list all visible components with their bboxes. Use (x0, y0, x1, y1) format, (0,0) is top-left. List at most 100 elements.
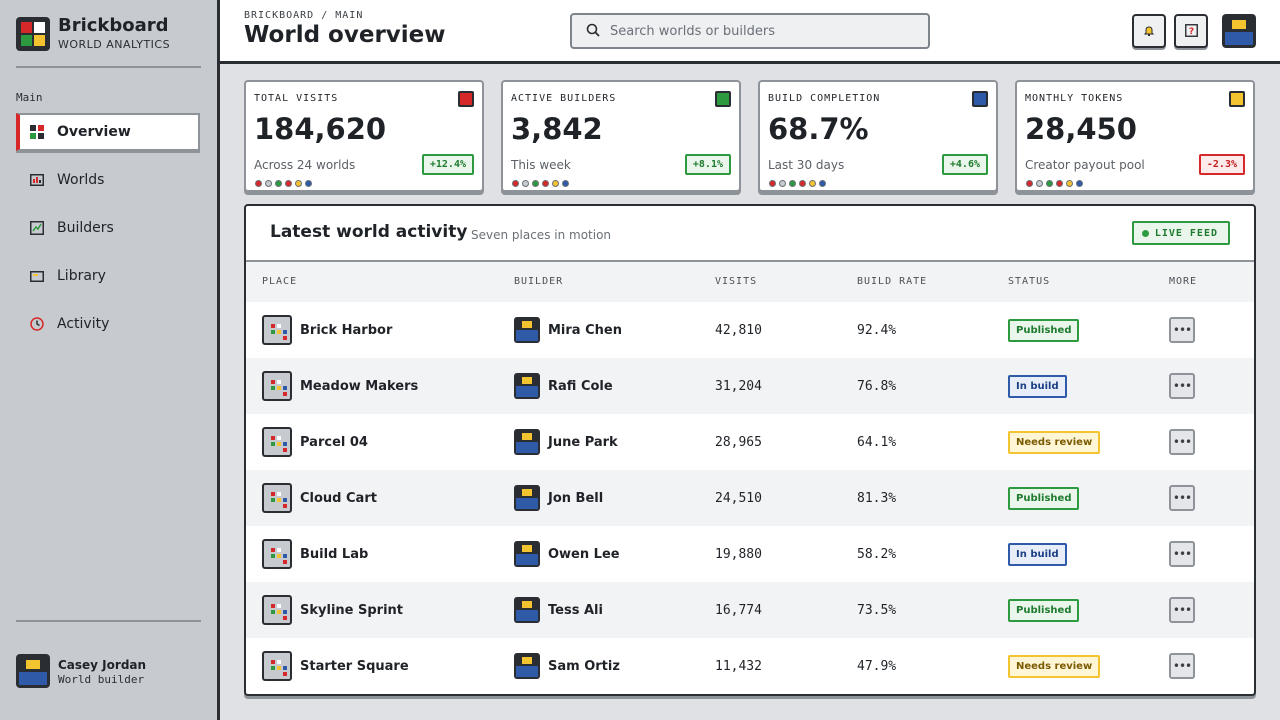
page-title: World overview (244, 22, 446, 48)
color-dots (512, 180, 572, 187)
search-box[interactable] (570, 13, 930, 49)
more-options-button[interactable]: ••• (1169, 653, 1195, 679)
more-options-button[interactable]: ••• (1169, 317, 1195, 343)
build-rate-cell: 92.4% (857, 322, 897, 338)
status-badge: In build (1008, 542, 1067, 566)
stat-value: 184,620 (254, 112, 387, 146)
status-cell: Needs review (1008, 414, 1101, 470)
place-name[interactable]: Build Lab (300, 546, 369, 562)
stat-delta-badge: +4.6% (941, 154, 988, 175)
table-row[interactable]: Cloud Cart Jon Bell 24,510 81.3% Published ••… (246, 470, 1254, 526)
builder-cell: June Park (514, 414, 618, 470)
table-row[interactable]: Meadow Makers Rafi Cole 31,204 76.8% In buil… (246, 358, 1254, 414)
table-row[interactable]: Starter Square Sam Ortiz 11,432 47.9% Needs … (246, 638, 1254, 694)
visits-cell: 19,880 (715, 546, 762, 562)
more-cell: ••• (1169, 582, 1195, 638)
column-header-place[interactable]: PLACE (262, 276, 298, 287)
sidebar-item-library[interactable]: Library (16, 257, 200, 295)
builder-name[interactable]: Rafi Cole (548, 378, 613, 394)
stat-value: 28,450 (1025, 112, 1137, 146)
builder-name[interactable]: Tess Ali (548, 602, 603, 618)
visits-cell: 24,510 (715, 490, 762, 506)
status-badge: Published (1008, 598, 1080, 622)
place-thumbnail-icon (262, 315, 292, 345)
place-thumbnail-icon (262, 483, 292, 513)
place-name[interactable]: Meadow Makers (300, 378, 419, 394)
ellipsis-icon: ••• (1172, 547, 1192, 561)
stat-value: 3,842 (511, 112, 603, 146)
account-avatar[interactable] (1222, 14, 1256, 48)
place-cell: Skyline Sprint (262, 582, 403, 638)
more-cell: ••• (1169, 638, 1195, 694)
svg-text:?: ? (1188, 27, 1193, 37)
visits-cell: 11,432 (715, 658, 762, 674)
more-cell: ••• (1169, 414, 1195, 470)
builder-avatar (514, 597, 540, 623)
red-brick-icon (458, 91, 474, 107)
more-options-button[interactable]: ••• (1169, 485, 1195, 511)
blue-brick-icon (972, 91, 988, 107)
search-input[interactable] (610, 23, 910, 39)
status-cell: In build (1008, 358, 1067, 414)
builder-name[interactable]: Mira Chen (548, 322, 622, 338)
place-name[interactable]: Parcel 04 (300, 434, 368, 450)
more-options-button[interactable]: ••• (1169, 597, 1195, 623)
sidebar-item-label: Worlds (57, 172, 105, 188)
place-name[interactable]: Skyline Sprint (300, 602, 403, 618)
stat-card-build-completion: BUILD COMPLETION 68.7% Last 30 days +4.6… (758, 80, 998, 192)
place-thumbnail-icon (262, 371, 292, 401)
more-options-button[interactable]: ••• (1169, 541, 1195, 567)
builder-cell: Owen Lee (514, 526, 620, 582)
build-rate-cell: 47.9% (857, 658, 897, 674)
sidebar-item-label: Library (57, 268, 106, 284)
sidebar-item-worlds[interactable]: Worlds (16, 161, 200, 199)
table-row[interactable]: Parcel 04 June Park 28,965 64.1% Needs revie… (246, 414, 1254, 470)
sidebar-divider (16, 620, 201, 622)
more-cell: ••• (1169, 526, 1195, 582)
builder-name[interactable]: Jon Bell (548, 490, 604, 506)
status-badge: In build (1008, 374, 1067, 398)
brand[interactable]: Brickboard WORLD ANALYTICS (16, 16, 170, 51)
user-profile[interactable]: Casey Jordan World builder (16, 654, 146, 688)
status-cell: Published (1008, 302, 1080, 358)
more-options-button[interactable]: ••• (1169, 429, 1195, 455)
place-cell: Starter Square (262, 638, 409, 694)
green-brick-icon (715, 91, 731, 107)
column-header-build-rate[interactable]: BUILD RATE (857, 276, 928, 287)
table-header: PLACE BUILDER VISITS BUILD RATE STATUS M… (246, 262, 1254, 302)
sidebar-item-builders[interactable]: Builders (16, 209, 200, 247)
ellipsis-icon: ••• (1172, 379, 1192, 393)
avatar (16, 654, 50, 688)
clock-icon (30, 317, 44, 331)
stat-caption: Last 30 days (768, 158, 845, 172)
place-name[interactable]: Cloud Cart (300, 490, 377, 506)
column-header-visits[interactable]: VISITS (715, 276, 758, 287)
builder-name[interactable]: Owen Lee (548, 546, 620, 562)
table-row[interactable]: Build Lab Owen Lee 19,880 58.2% In build ••• (246, 526, 1254, 582)
more-cell: ••• (1169, 470, 1195, 526)
builder-name[interactable]: June Park (548, 434, 618, 450)
place-name[interactable]: Starter Square (300, 658, 409, 674)
notifications-button[interactable] (1132, 14, 1166, 48)
color-dots (255, 180, 315, 187)
column-header-builder[interactable]: BUILDER (514, 276, 564, 287)
sidebar-item-label: Builders (57, 220, 114, 236)
place-name[interactable]: Brick Harbor (300, 322, 393, 338)
live-feed-badge[interactable]: LIVE FEED (1131, 221, 1230, 245)
status-cell: Published (1008, 582, 1080, 638)
panel-title: Latest world activity (270, 222, 468, 242)
sidebar-item-overview[interactable]: Overview (16, 113, 200, 151)
builder-name[interactable]: Sam Ortiz (548, 658, 620, 674)
help-button[interactable]: ? (1174, 14, 1208, 48)
table-row[interactable]: Brick Harbor Mira Chen 42,810 92.4% Publishe… (246, 302, 1254, 358)
visits-cell: 16,774 (715, 602, 762, 618)
column-header-status[interactable]: STATUS (1008, 276, 1051, 287)
more-options-button[interactable]: ••• (1169, 373, 1195, 399)
table-row[interactable]: Skyline Sprint Tess Ali 16,774 73.5% Publish… (246, 582, 1254, 638)
builder-avatar (514, 653, 540, 679)
more-cell: ••• (1169, 358, 1195, 414)
status-badge: Published (1008, 486, 1080, 510)
build-rate-cell: 58.2% (857, 546, 897, 562)
sidebar-item-activity[interactable]: Activity (16, 305, 200, 343)
builder-avatar (514, 317, 540, 343)
